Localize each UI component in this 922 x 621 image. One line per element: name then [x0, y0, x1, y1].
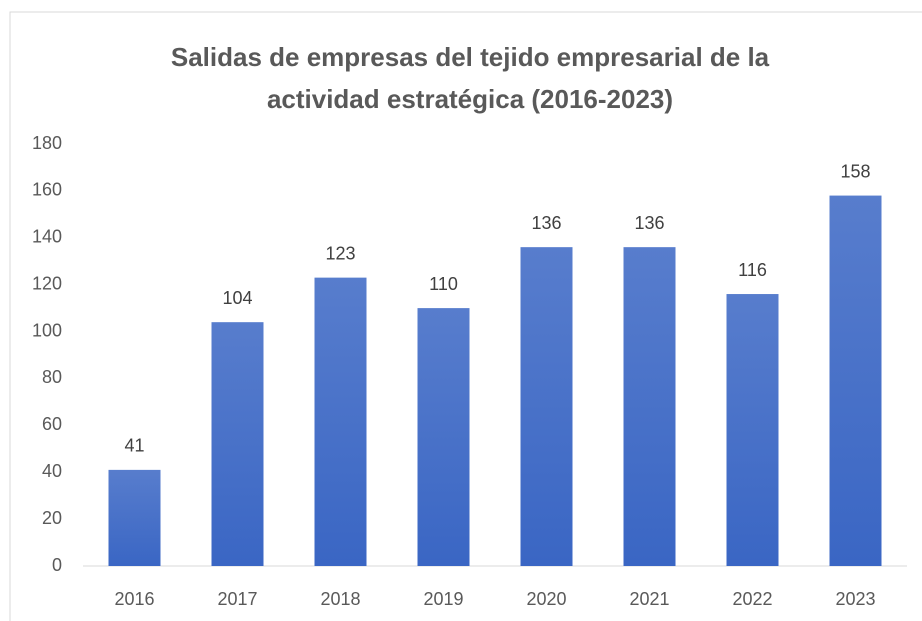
y-tick-label: 20 [42, 508, 62, 528]
data-label: 104 [222, 288, 252, 308]
data-label: 136 [634, 213, 664, 233]
x-tick-label: 2021 [629, 589, 669, 609]
chart-title: Salidas de empresas del tejido empresari… [170, 42, 770, 114]
bar [314, 277, 367, 566]
y-tick-label: 120 [32, 273, 62, 293]
data-label: 158 [840, 161, 870, 181]
data-label: 110 [429, 274, 458, 294]
y-tick-label: 100 [32, 320, 62, 340]
data-label: 123 [325, 243, 355, 263]
y-tick-label: 160 [32, 180, 62, 200]
bar [417, 308, 470, 566]
bar [623, 247, 676, 566]
y-tick-label: 140 [32, 227, 62, 247]
x-tick-label: 2019 [423, 589, 463, 609]
x-tick-label: 2022 [732, 589, 772, 609]
y-tick-label: 80 [42, 367, 62, 387]
bar [520, 247, 573, 566]
data-label: 41 [124, 436, 144, 456]
data-label: 116 [738, 260, 767, 280]
y-tick-label: 180 [32, 133, 62, 153]
x-tick-label: 2017 [217, 589, 257, 609]
y-tick-label: 60 [42, 414, 62, 434]
y-tick-label: 0 [52, 555, 62, 575]
data-label: 136 [531, 213, 561, 233]
bar [211, 322, 264, 566]
bar [726, 294, 779, 566]
y-tick-label: 40 [42, 461, 62, 481]
x-tick-label: 2020 [526, 589, 566, 609]
x-tick-label: 2016 [114, 589, 154, 609]
bar [829, 195, 882, 567]
bar [108, 469, 161, 566]
x-tick-label: 2018 [320, 589, 360, 609]
x-tick-label: 2023 [835, 589, 875, 609]
